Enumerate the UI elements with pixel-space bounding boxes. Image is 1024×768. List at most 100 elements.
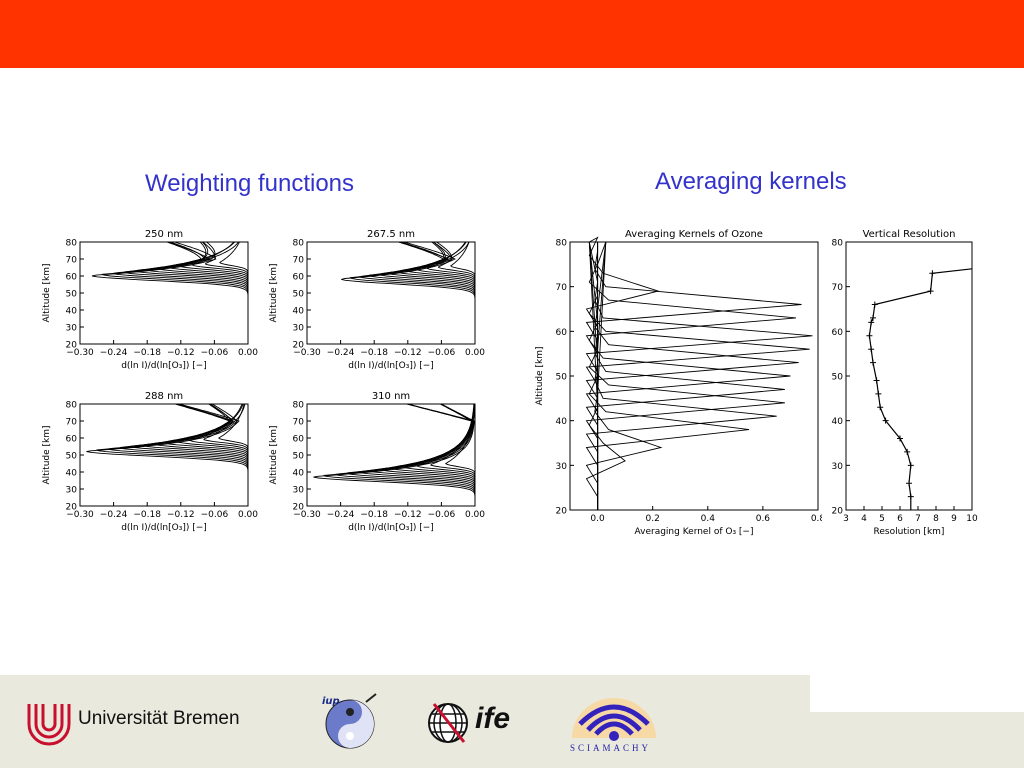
x-axis-label: Resolution [km] (874, 527, 945, 537)
y-tick-label: 20 (66, 503, 78, 513)
plot-frame (306, 241, 476, 345)
y-tick-label: 30 (66, 486, 78, 496)
x-tick-label: −0.24 (327, 510, 355, 520)
resolution-point-marker (907, 462, 914, 469)
averaging-kernel-curve (585, 241, 777, 510)
weighting-function-chart-288nm: 288 nm −0.30 −0.24 −0.18 −0.12 −0.06 0.00 20 30 4… (42, 391, 258, 533)
y-axis-label: Altitude [km] (269, 263, 279, 322)
y-tick-label: 20 (66, 341, 78, 351)
resolution-point-marker (868, 319, 875, 326)
weighting-function-curve (341, 241, 476, 344)
y-tick-label: 60 (832, 328, 844, 338)
x-tick-label: −0.06 (201, 348, 229, 358)
y-tick-label: 80 (293, 401, 305, 411)
x-tick-label: −0.30 (293, 510, 321, 520)
x-tick-label: 0.4 (701, 514, 716, 524)
x-tick-label: 9 (951, 514, 957, 524)
x-tick-label: −0.12 (167, 510, 195, 520)
x-tick-label: 0.2 (646, 514, 660, 524)
y-axis-label: Altitude [km] (42, 263, 52, 322)
y-tick-label: 70 (556, 283, 568, 293)
y-tick-label: 50 (66, 452, 78, 462)
weighting-function-chart-267nm: 267.5 nm −0.30 −0.24 −0.18 −0.12 −0.06 0.00 20 3… (269, 229, 485, 371)
x-tick-label: −0.24 (100, 510, 128, 520)
x-tick-label: −0.30 (293, 348, 321, 358)
plot-frame (79, 241, 249, 345)
y-tick-label: 40 (293, 469, 305, 479)
x-tick-label: −0.18 (133, 510, 161, 520)
x-tick-label: 0.00 (465, 510, 485, 520)
y-tick-label: 40 (66, 307, 78, 317)
ife-logo-text: ife (475, 702, 511, 735)
resolution-point-marker (870, 314, 876, 321)
plot-frame (569, 241, 819, 511)
x-tick-label: −0.12 (167, 348, 195, 358)
y-axis-label: Altitude [km] (42, 425, 52, 484)
x-axis-label: d(ln I)/d(ln[O₃]) [−] (121, 361, 207, 371)
resolution-point-marker (882, 417, 889, 424)
chart-title: 310 nm (372, 391, 410, 402)
resolution-point-marker (906, 480, 912, 487)
heading-weighting-functions: Weighting functions (145, 170, 355, 197)
averaging-kernel-curve (585, 241, 797, 510)
university-name: Universität Bremen (78, 708, 240, 729)
x-tick-label: 4 (861, 514, 867, 524)
y-tick-label: 70 (66, 418, 78, 428)
x-tick-label: −0.06 (428, 348, 456, 358)
x-axis-label: d(ln I)/d(ln[O₃]) [−] (348, 523, 434, 533)
resolution-point-marker (877, 404, 884, 411)
x-axis-label: d(ln I)/d(ln[O₃]) [−] (121, 523, 207, 533)
vertical-resolution-chart: Vertical Resolution 3 4 5 6 7 8 9 10 20 30 40 50 60 70… (832, 229, 978, 537)
y-tick-label: 70 (293, 256, 305, 266)
header-bar (0, 0, 1024, 68)
sciamachy-logo-icon (572, 698, 656, 741)
y-tick-label: 50 (66, 290, 78, 300)
weighting-function-chart-250nm: 250 nm −0.30 −0.24 −0.18 −0.12 −0.06 0.00 20 30 4… (42, 229, 258, 371)
uni-bremen-logo-icon (27, 704, 71, 746)
y-tick-label: 20 (556, 507, 568, 517)
averaging-kernel-curve (585, 241, 799, 510)
resolution-point-marker (868, 346, 875, 353)
x-tick-label: 10 (966, 514, 978, 524)
y-axis-label: Altitude [km] (535, 346, 545, 405)
x-tick-label: 0.0 (590, 514, 605, 524)
y-tick-label: 30 (66, 324, 78, 334)
y-tick-label: 50 (293, 452, 305, 462)
x-tick-label: −0.18 (360, 348, 388, 358)
weighting-function-curve (91, 241, 249, 344)
chart-title: 250 nm (145, 229, 183, 240)
weighting-function-curve (313, 403, 476, 506)
x-tick-label: 8 (933, 514, 939, 524)
resolution-point-marker (875, 390, 882, 397)
x-axis-label: Averaging Kernel of O₃ [−] (635, 527, 754, 537)
x-axis-label: d(ln I)/d(ln[O₃]) [−] (348, 361, 434, 371)
resolution-point-marker (904, 448, 911, 455)
heading-averaging-kernels: Averaging kernels (655, 168, 847, 195)
chart-title: Averaging Kernels of Ozone (625, 229, 763, 240)
chart-title: 288 nm (145, 391, 183, 402)
x-tick-label: −0.30 (66, 348, 94, 358)
x-tick-label: 0.00 (238, 348, 258, 358)
y-tick-label: 20 (832, 507, 844, 517)
y-axis-label: Altitude [km] (269, 425, 279, 484)
y-tick-label: 80 (556, 239, 568, 249)
chart-title: 267.5 nm (367, 229, 415, 240)
x-tick-label: −0.18 (133, 348, 161, 358)
x-tick-label: −0.12 (394, 348, 422, 358)
y-tick-label: 40 (832, 417, 844, 427)
resolution-point-marker (897, 435, 903, 442)
averaging-kernel-curve (585, 241, 626, 510)
x-tick-label: −0.12 (394, 510, 422, 520)
x-tick-label: 0.6 (756, 514, 771, 524)
y-tick-label: 20 (293, 341, 305, 351)
y-tick-label: 60 (66, 273, 78, 283)
plot-frame (845, 241, 973, 511)
resolution-point-marker (866, 332, 873, 339)
x-tick-label: −0.18 (360, 510, 388, 520)
y-tick-label: 40 (293, 307, 305, 317)
y-tick-label: 30 (293, 486, 305, 496)
resolution-point-marker (873, 377, 880, 384)
iup-logo-icon: iup (322, 693, 377, 749)
resolution-point-marker (929, 270, 936, 277)
y-tick-label: 60 (66, 435, 78, 445)
